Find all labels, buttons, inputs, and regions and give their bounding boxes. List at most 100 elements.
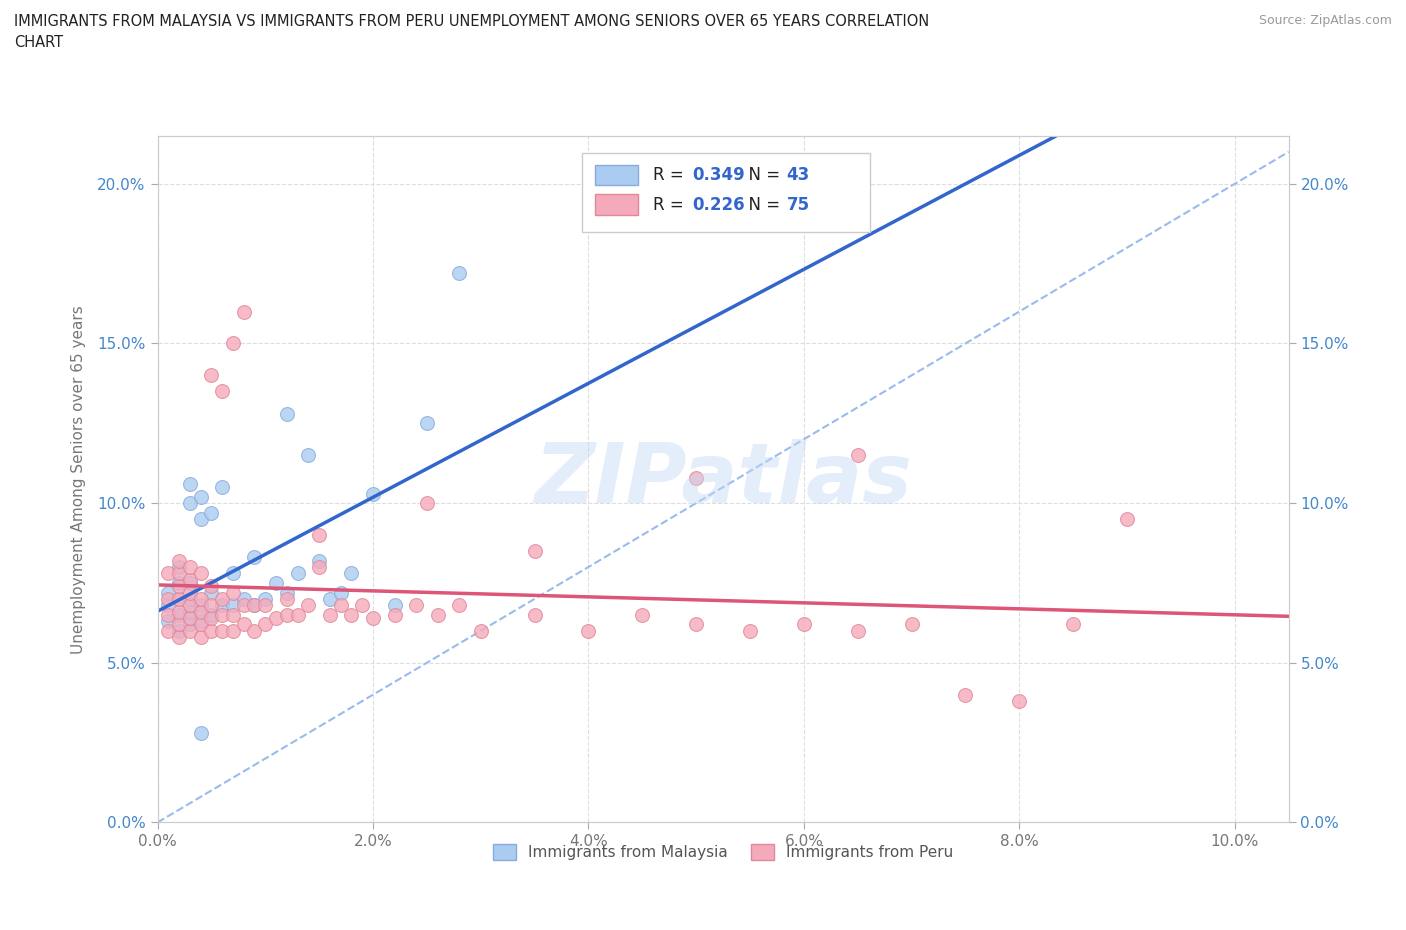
Point	[190, 591, 212, 606]
Point	[426, 607, 449, 622]
FancyBboxPatch shape	[595, 165, 638, 185]
Point	[384, 598, 406, 613]
Point	[264, 611, 287, 626]
Point	[254, 591, 277, 606]
Point	[523, 543, 546, 558]
Point	[287, 566, 309, 581]
Point	[222, 607, 245, 622]
Text: N =: N =	[738, 166, 785, 184]
Text: Source: ZipAtlas.com: Source: ZipAtlas.com	[1258, 14, 1392, 27]
Point	[167, 560, 190, 575]
Point	[1116, 512, 1139, 526]
Text: R =: R =	[652, 166, 689, 184]
Point	[416, 496, 439, 511]
Point	[361, 486, 384, 501]
Point	[167, 591, 190, 606]
Point	[738, 623, 761, 638]
Point	[222, 585, 245, 600]
Point	[793, 617, 815, 631]
Point	[211, 591, 233, 606]
Point	[179, 604, 201, 619]
Point	[157, 623, 180, 638]
Point	[222, 336, 245, 351]
Point	[211, 607, 233, 622]
Point	[167, 578, 190, 593]
Point	[157, 585, 180, 600]
Point	[276, 591, 298, 606]
Point	[243, 550, 266, 565]
Point	[190, 617, 212, 631]
Point	[200, 368, 222, 383]
Text: R =: R =	[652, 195, 689, 214]
Point	[179, 496, 201, 511]
Point	[190, 489, 212, 504]
Point	[340, 566, 363, 581]
Point	[297, 447, 319, 462]
Point	[232, 304, 254, 319]
Point	[308, 560, 330, 575]
Point	[846, 447, 869, 462]
Text: 0.226: 0.226	[693, 195, 745, 214]
Point	[179, 598, 201, 613]
Point	[449, 598, 471, 613]
Point	[179, 476, 201, 491]
Point	[179, 576, 201, 591]
Point	[319, 607, 342, 622]
Point	[955, 687, 977, 702]
Point	[167, 617, 190, 631]
Point	[200, 585, 222, 600]
Point	[361, 611, 384, 626]
Point	[276, 607, 298, 622]
Point	[179, 585, 201, 600]
FancyBboxPatch shape	[595, 194, 638, 215]
Point	[340, 607, 363, 622]
Legend: Immigrants from Malaysia, Immigrants from Peru: Immigrants from Malaysia, Immigrants fro…	[486, 837, 959, 866]
Point	[449, 266, 471, 281]
Point	[276, 585, 298, 600]
Point	[167, 604, 190, 619]
Point	[352, 598, 374, 613]
Point	[179, 611, 201, 626]
Point	[190, 604, 212, 619]
Point	[308, 553, 330, 568]
Point	[167, 630, 190, 644]
Point	[243, 598, 266, 613]
Point	[685, 471, 707, 485]
Point	[190, 598, 212, 613]
Point	[308, 527, 330, 542]
Point	[264, 576, 287, 591]
Point	[222, 598, 245, 613]
Point	[167, 566, 190, 581]
Point	[157, 598, 180, 613]
Point	[254, 617, 277, 631]
Point	[157, 591, 180, 606]
Point	[190, 614, 212, 629]
Point	[190, 566, 212, 581]
Point	[167, 553, 190, 568]
Point	[211, 480, 233, 495]
Point	[1062, 617, 1084, 631]
Point	[523, 607, 546, 622]
Point	[222, 623, 245, 638]
Point	[190, 630, 212, 644]
Point	[685, 617, 707, 631]
Point	[329, 598, 352, 613]
Point	[200, 607, 222, 622]
Point	[167, 607, 190, 622]
Point	[167, 591, 190, 606]
Point	[211, 384, 233, 399]
Point	[222, 566, 245, 581]
Text: 43: 43	[786, 166, 810, 184]
Point	[319, 591, 342, 606]
Point	[179, 560, 201, 575]
Point	[287, 607, 309, 622]
Point	[167, 576, 190, 591]
Point	[190, 725, 212, 740]
Point	[179, 572, 201, 587]
Point	[243, 598, 266, 613]
Point	[179, 591, 201, 606]
Point	[179, 623, 201, 638]
Point	[297, 598, 319, 613]
Point	[416, 416, 439, 431]
Point	[157, 566, 180, 581]
